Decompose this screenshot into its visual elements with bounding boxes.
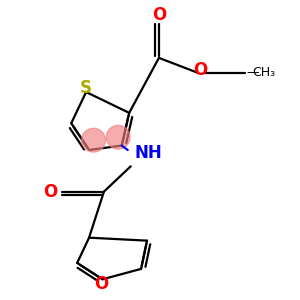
Text: CH₃: CH₃ <box>253 66 276 79</box>
Text: NH: NH <box>134 144 162 162</box>
Text: O: O <box>193 61 207 79</box>
Text: S: S <box>80 79 92 97</box>
Text: —: — <box>247 66 263 79</box>
Circle shape <box>82 128 105 152</box>
Circle shape <box>106 125 130 149</box>
Text: O: O <box>94 275 108 293</box>
Text: O: O <box>152 6 166 24</box>
Text: O: O <box>43 183 58 201</box>
